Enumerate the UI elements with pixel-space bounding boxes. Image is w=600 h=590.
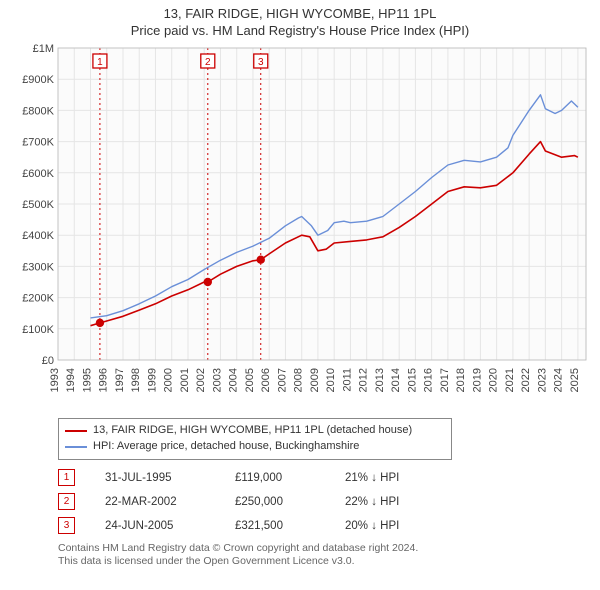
svg-text:2002: 2002 xyxy=(195,368,207,392)
sale-row-1: 1 31-JUL-1995 £119,000 21% ↓ HPI xyxy=(58,466,592,490)
svg-text:2001: 2001 xyxy=(179,368,191,392)
svg-text:£400K: £400K xyxy=(22,230,54,242)
sale-marker-2: 2 xyxy=(58,493,75,510)
svg-text:£900K: £900K xyxy=(22,74,54,86)
svg-text:2021: 2021 xyxy=(504,368,516,392)
svg-text:2011: 2011 xyxy=(341,368,353,392)
svg-text:2018: 2018 xyxy=(455,368,467,392)
chart-container: 13, FAIR RIDGE, HIGH WYCOMBE, HP11 1PL P… xyxy=(0,0,600,590)
legend-label-hpi: HPI: Average price, detached house, Buck… xyxy=(93,439,359,455)
svg-text:1995: 1995 xyxy=(81,368,93,392)
footnote-line1: Contains HM Land Registry data © Crown c… xyxy=(58,542,558,556)
svg-text:2000: 2000 xyxy=(163,368,175,392)
svg-text:2022: 2022 xyxy=(520,368,532,392)
sale-date-1: 31-JUL-1995 xyxy=(105,472,235,484)
svg-text:2023: 2023 xyxy=(536,368,548,392)
svg-text:1999: 1999 xyxy=(146,368,158,392)
legend-swatch-property xyxy=(65,430,87,432)
sale-marker-3: 3 xyxy=(58,517,75,534)
footnote-line2: This data is licensed under the Open Gov… xyxy=(58,555,558,569)
footnote: Contains HM Land Registry data © Crown c… xyxy=(58,542,558,569)
legend-label-property: 13, FAIR RIDGE, HIGH WYCOMBE, HP11 1PL (… xyxy=(93,423,412,439)
svg-text:£100K: £100K xyxy=(22,324,54,336)
sale-diff-3: 20% ↓ HPI xyxy=(345,520,455,532)
sale-date-2: 22-MAR-2002 xyxy=(105,496,235,508)
svg-text:£700K: £700K xyxy=(22,136,54,148)
svg-text:2017: 2017 xyxy=(439,368,451,392)
svg-text:£500K: £500K xyxy=(22,199,54,211)
svg-text:2013: 2013 xyxy=(374,368,386,392)
sale-price-3: £321,500 xyxy=(235,520,345,532)
svg-text:£600K: £600K xyxy=(22,168,54,180)
svg-text:2008: 2008 xyxy=(293,368,305,392)
svg-text:£800K: £800K xyxy=(22,105,54,117)
svg-text:2003: 2003 xyxy=(211,368,223,392)
svg-text:1993: 1993 xyxy=(49,368,61,392)
svg-text:2025: 2025 xyxy=(569,368,581,392)
sale-date-3: 24-JUN-2005 xyxy=(105,520,235,532)
svg-text:1994: 1994 xyxy=(65,368,77,392)
svg-text:1: 1 xyxy=(97,57,103,68)
svg-text:2012: 2012 xyxy=(358,368,370,392)
svg-text:3: 3 xyxy=(258,57,264,68)
sale-diff-2: 22% ↓ HPI xyxy=(345,496,455,508)
legend-item-hpi: HPI: Average price, detached house, Buck… xyxy=(65,439,445,455)
svg-text:2: 2 xyxy=(205,57,211,68)
sale-diff-1: 21% ↓ HPI xyxy=(345,472,455,484)
svg-text:2019: 2019 xyxy=(471,368,483,392)
sales-table: 1 31-JUL-1995 £119,000 21% ↓ HPI 2 22-MA… xyxy=(58,466,592,538)
svg-text:1997: 1997 xyxy=(114,368,126,392)
svg-text:2010: 2010 xyxy=(325,368,337,392)
legend: 13, FAIR RIDGE, HIGH WYCOMBE, HP11 1PL (… xyxy=(58,418,452,460)
svg-text:2007: 2007 xyxy=(276,368,288,392)
svg-text:1998: 1998 xyxy=(130,368,142,392)
sale-row-2: 2 22-MAR-2002 £250,000 22% ↓ HPI xyxy=(58,490,592,514)
legend-item-property: 13, FAIR RIDGE, HIGH WYCOMBE, HP11 1PL (… xyxy=(65,423,445,439)
chart-title-line1: 13, FAIR RIDGE, HIGH WYCOMBE, HP11 1PL xyxy=(8,6,592,23)
svg-text:2006: 2006 xyxy=(260,368,272,392)
sale-marker-1: 1 xyxy=(58,469,75,486)
svg-text:£0: £0 xyxy=(42,355,54,367)
svg-text:2014: 2014 xyxy=(390,368,402,392)
svg-text:2009: 2009 xyxy=(309,368,321,392)
svg-text:1996: 1996 xyxy=(98,368,110,392)
svg-text:£200K: £200K xyxy=(22,292,54,304)
svg-text:2005: 2005 xyxy=(244,368,256,392)
sale-price-1: £119,000 xyxy=(235,472,345,484)
sale-row-3: 3 24-JUN-2005 £321,500 20% ↓ HPI xyxy=(58,514,592,538)
svg-text:£300K: £300K xyxy=(22,261,54,273)
svg-text:2024: 2024 xyxy=(553,368,565,392)
svg-text:2020: 2020 xyxy=(488,368,500,392)
legend-swatch-hpi xyxy=(65,446,87,448)
chart-plot: £0 £100K £200K £300K £400K £500K £600K £700K £80… xyxy=(8,42,592,412)
svg-text:2016: 2016 xyxy=(423,368,435,392)
svg-text:2004: 2004 xyxy=(228,368,240,392)
chart-title-line2: Price paid vs. HM Land Registry's House … xyxy=(8,23,592,38)
sale-price-2: £250,000 xyxy=(235,496,345,508)
svg-text:2015: 2015 xyxy=(406,368,418,392)
svg-text:£1M: £1M xyxy=(33,43,54,55)
